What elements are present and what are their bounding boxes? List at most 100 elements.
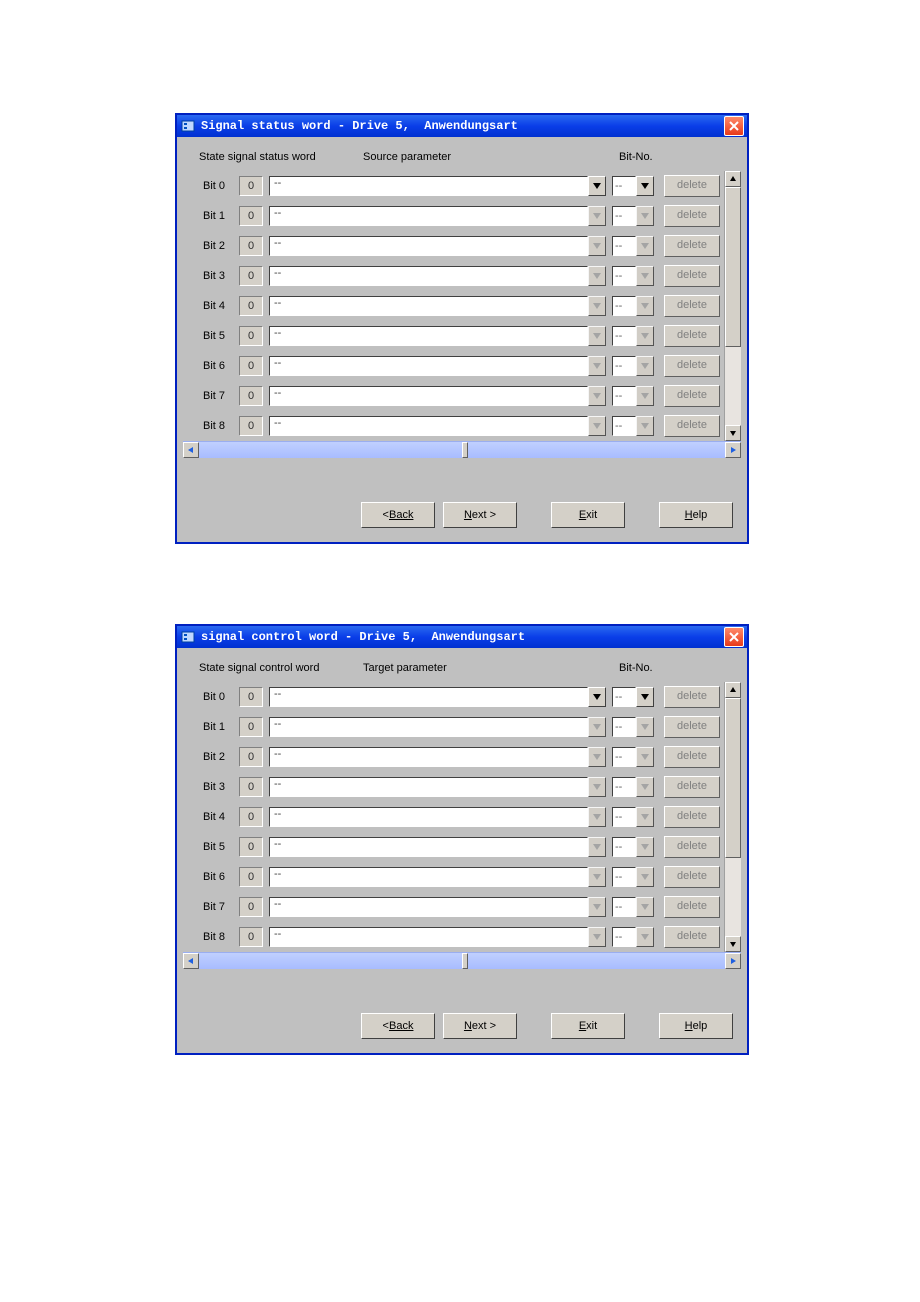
bitno-dropdown-button[interactable] <box>636 416 654 436</box>
param-dropdown-button[interactable] <box>588 897 606 917</box>
help-button[interactable]: Help <box>659 1013 733 1039</box>
param-dropdown-button[interactable] <box>588 837 606 857</box>
param-dropdown-button[interactable] <box>588 296 606 316</box>
param-input[interactable]: -- <box>269 416 588 436</box>
delete-button[interactable]: delete <box>664 866 720 888</box>
delete-button[interactable]: delete <box>664 355 720 377</box>
delete-button[interactable]: delete <box>664 175 720 197</box>
delete-button[interactable]: delete <box>664 385 720 407</box>
close-button[interactable] <box>724 116 744 136</box>
close-button[interactable] <box>724 627 744 647</box>
bitno-dropdown-button[interactable] <box>636 206 654 226</box>
bitno-value[interactable]: -- <box>612 897 636 917</box>
param-dropdown-button[interactable] <box>588 777 606 797</box>
scroll-up-button[interactable] <box>725 682 741 698</box>
bitno-dropdown-button[interactable] <box>636 837 654 857</box>
param-input[interactable]: -- <box>269 687 588 707</box>
scroll-left-button[interactable] <box>183 953 199 969</box>
bitno-dropdown-button[interactable] <box>636 777 654 797</box>
param-input[interactable]: -- <box>269 927 588 947</box>
scroll-down-button[interactable] <box>725 936 741 952</box>
param-dropdown-button[interactable] <box>588 927 606 947</box>
param-dropdown-button[interactable] <box>588 807 606 827</box>
hscroll-thumb[interactable] <box>462 442 468 458</box>
bitno-dropdown-button[interactable] <box>636 897 654 917</box>
param-input[interactable]: -- <box>269 867 588 887</box>
bitno-dropdown-button[interactable] <box>636 386 654 406</box>
bitno-value[interactable]: -- <box>612 837 636 857</box>
param-input[interactable]: -- <box>269 326 588 346</box>
back-button[interactable]: < Back <box>361 502 435 528</box>
bitno-value[interactable]: -- <box>612 176 636 196</box>
param-input[interactable]: -- <box>269 897 588 917</box>
bitno-value[interactable]: -- <box>612 296 636 316</box>
scroll-up-button[interactable] <box>725 171 741 187</box>
bitno-value[interactable]: -- <box>612 386 636 406</box>
scroll-right-button[interactable] <box>725 442 741 458</box>
param-dropdown-button[interactable] <box>588 386 606 406</box>
horizontal-scrollbar[interactable] <box>183 441 741 458</box>
bitno-dropdown-button[interactable] <box>636 176 654 196</box>
exit-button[interactable]: Exit <box>551 502 625 528</box>
param-input[interactable]: -- <box>269 717 588 737</box>
vertical-scrollbar[interactable] <box>724 171 741 441</box>
delete-button[interactable]: delete <box>664 295 720 317</box>
bitno-value[interactable]: -- <box>612 356 636 376</box>
param-input[interactable]: -- <box>269 837 588 857</box>
param-input[interactable]: -- <box>269 176 588 196</box>
param-dropdown-button[interactable] <box>588 236 606 256</box>
bitno-dropdown-button[interactable] <box>636 296 654 316</box>
titlebar[interactable]: Signal status word - Drive 5, Anwendungs… <box>177 115 747 137</box>
delete-button[interactable]: delete <box>664 205 720 227</box>
delete-button[interactable]: delete <box>664 415 720 437</box>
scroll-down-button[interactable] <box>725 425 741 441</box>
bitno-dropdown-button[interactable] <box>636 717 654 737</box>
param-input[interactable]: -- <box>269 747 588 767</box>
scroll-thumb[interactable] <box>725 187 741 347</box>
bitno-value[interactable]: -- <box>612 416 636 436</box>
param-input[interactable]: -- <box>269 296 588 316</box>
help-button[interactable]: Help <box>659 502 733 528</box>
titlebar[interactable]: signal control word - Drive 5, Anwendung… <box>177 626 747 648</box>
bitno-value[interactable]: -- <box>612 717 636 737</box>
bitno-dropdown-button[interactable] <box>636 927 654 947</box>
param-dropdown-button[interactable] <box>588 326 606 346</box>
scroll-left-button[interactable] <box>183 442 199 458</box>
param-dropdown-button[interactable] <box>588 416 606 436</box>
param-dropdown-button[interactable] <box>588 176 606 196</box>
delete-button[interactable]: delete <box>664 926 720 948</box>
param-dropdown-button[interactable] <box>588 206 606 226</box>
param-dropdown-button[interactable] <box>588 867 606 887</box>
param-dropdown-button[interactable] <box>588 356 606 376</box>
param-input[interactable]: -- <box>269 807 588 827</box>
param-dropdown-button[interactable] <box>588 717 606 737</box>
bitno-value[interactable]: -- <box>612 777 636 797</box>
bitno-dropdown-button[interactable] <box>636 236 654 256</box>
bitno-value[interactable]: -- <box>612 236 636 256</box>
bitno-value[interactable]: -- <box>612 687 636 707</box>
param-input[interactable]: -- <box>269 266 588 286</box>
param-input[interactable]: -- <box>269 206 588 226</box>
bitno-value[interactable]: -- <box>612 326 636 346</box>
bitno-dropdown-button[interactable] <box>636 807 654 827</box>
next-button[interactable]: Next > <box>443 1013 517 1039</box>
param-input[interactable]: -- <box>269 236 588 256</box>
bitno-dropdown-button[interactable] <box>636 867 654 887</box>
delete-button[interactable]: delete <box>664 896 720 918</box>
hscroll-thumb[interactable] <box>462 953 468 969</box>
bitno-value[interactable]: -- <box>612 867 636 887</box>
bitno-value[interactable]: -- <box>612 206 636 226</box>
delete-button[interactable]: delete <box>664 265 720 287</box>
bitno-dropdown-button[interactable] <box>636 326 654 346</box>
param-input[interactable]: -- <box>269 777 588 797</box>
bitno-value[interactable]: -- <box>612 266 636 286</box>
delete-button[interactable]: delete <box>664 325 720 347</box>
bitno-dropdown-button[interactable] <box>636 687 654 707</box>
back-button[interactable]: < Back <box>361 1013 435 1039</box>
delete-button[interactable]: delete <box>664 716 720 738</box>
bitno-dropdown-button[interactable] <box>636 356 654 376</box>
bitno-dropdown-button[interactable] <box>636 266 654 286</box>
scroll-right-button[interactable] <box>725 953 741 969</box>
next-button[interactable]: Next > <box>443 502 517 528</box>
param-dropdown-button[interactable] <box>588 687 606 707</box>
